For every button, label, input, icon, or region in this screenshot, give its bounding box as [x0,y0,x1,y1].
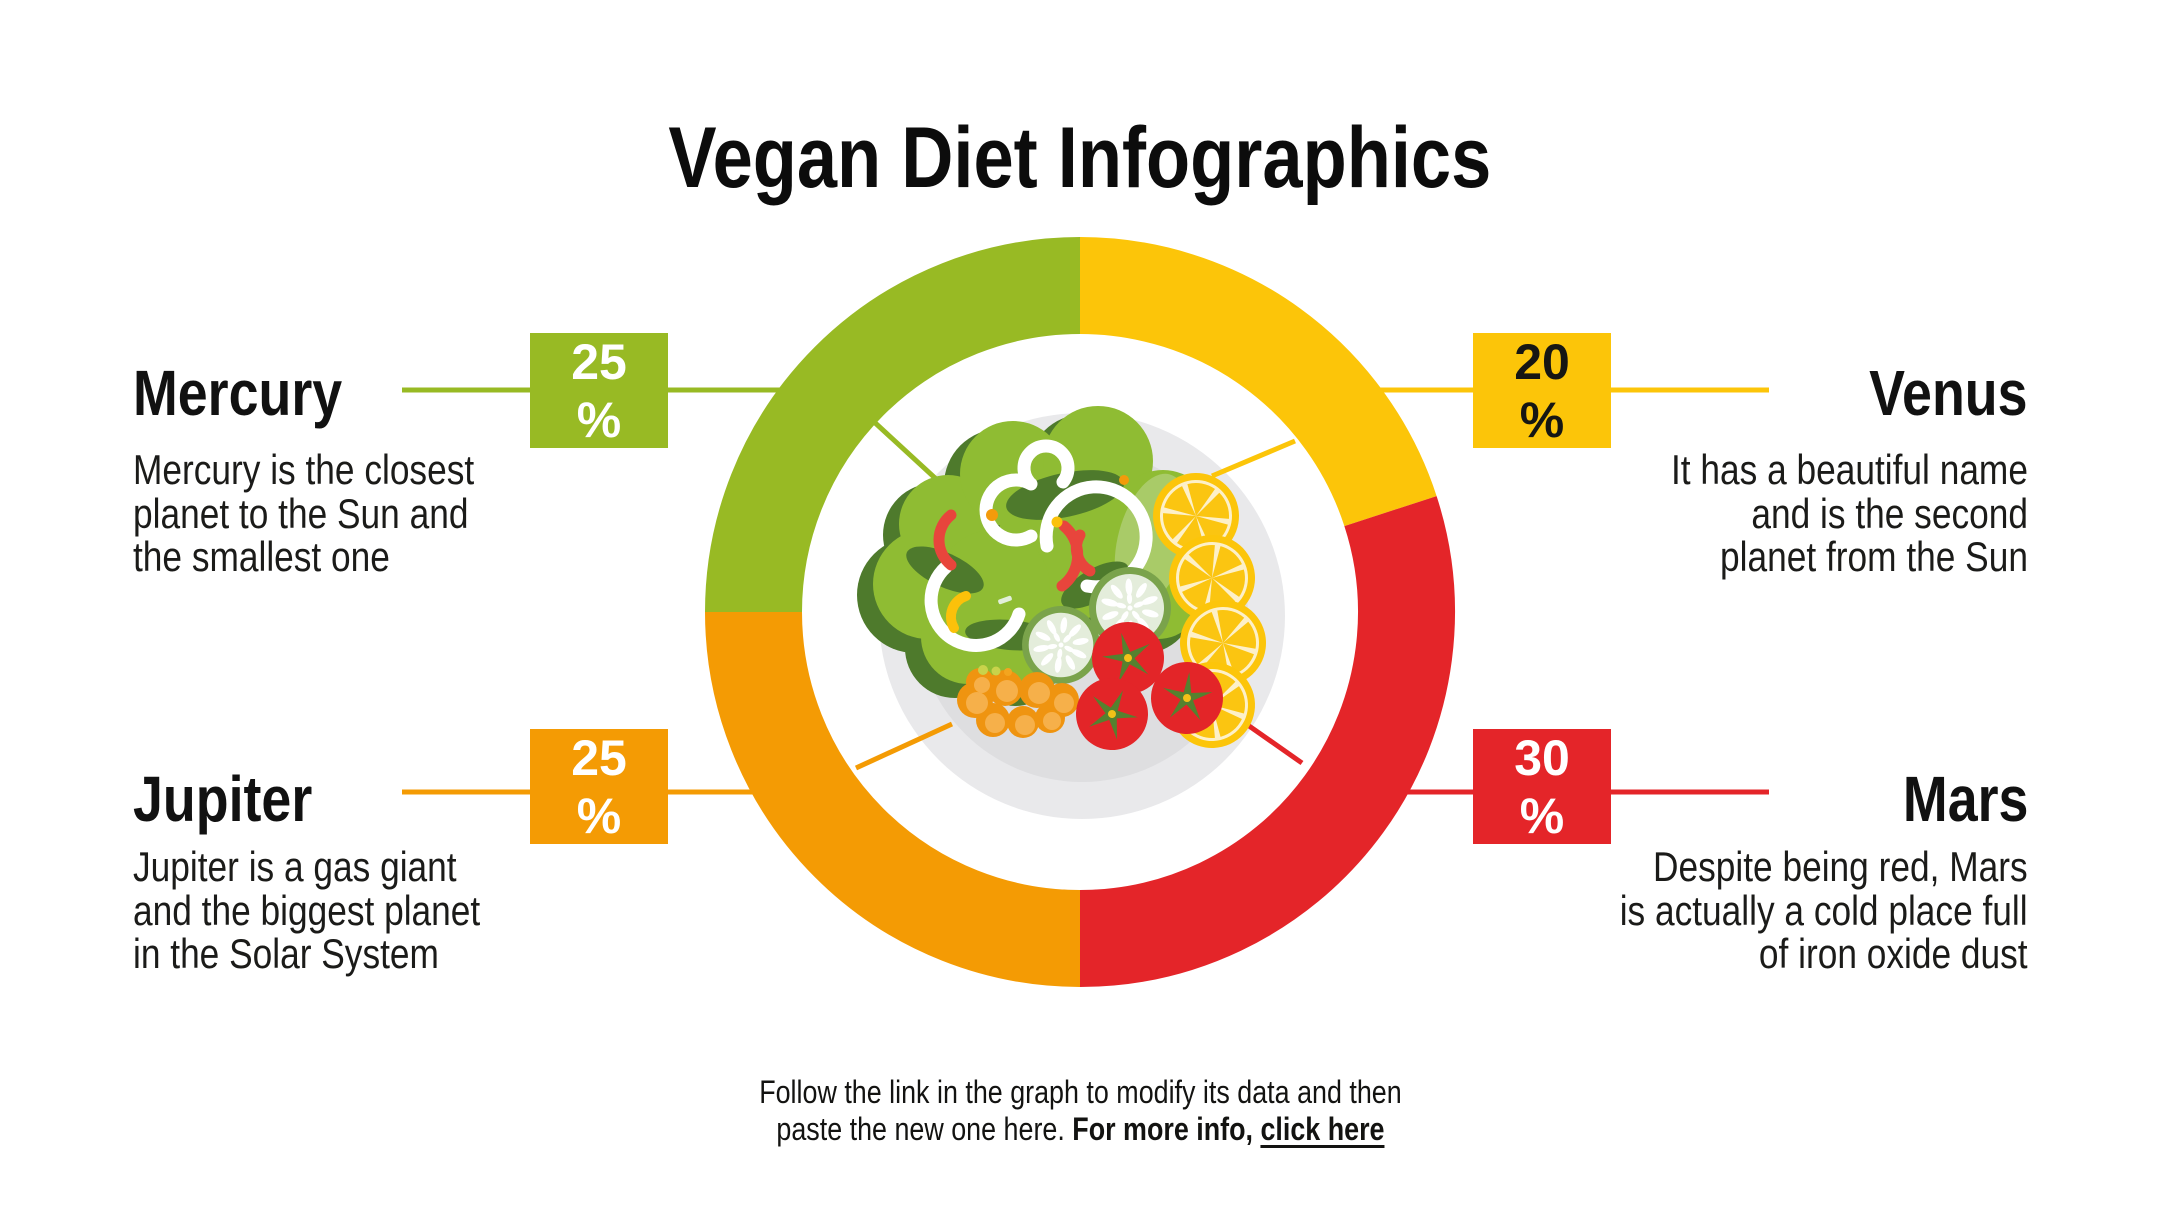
footer-click-here-link[interactable]: click here [1259,1111,1385,1147]
page-title: Vegan Diet Infographics [668,110,1492,206]
venus-description: It has a beautiful name and is the secon… [1671,446,2028,580]
venus-title: Venus [1869,357,2028,429]
donut-segment-jupiter [705,611,1081,987]
mars-heading-block: Mars [1408,764,2028,834]
donut-segment-mercury [705,237,1081,613]
donut-segment-venus [1079,237,1437,527]
mars-title: Mars [1902,763,2028,835]
venus-heading-block: Venus [1408,358,2028,428]
footer-text: Follow the link in the graph to modify i… [758,1073,1402,1148]
jupiter-description-block: Jupiter is a gas giant and the biggest p… [133,845,753,976]
mercury-percentage-badge: 25 % [530,333,668,448]
berries-icon [957,665,1079,738]
mercury-description-block: Mercury is the closest planet to the Sun… [133,448,753,579]
corn-icon [946,591,971,633]
page-title-wrap: Vegan Diet Infographics [0,110,2160,206]
mars-description: Despite being red, Mars is actually a co… [1620,843,2028,977]
jupiter-percentage-badge: 25 % [530,729,668,844]
salad-illustration [857,406,1276,762]
venus-description-block: It has a beautiful name and is the secon… [1408,448,2028,579]
mars-percentage-badge: 30 % [1473,729,1611,844]
donut-ring [705,237,1455,987]
mercury-percentage: 25 % [571,333,627,448]
venus-pointer-line [1211,438,1296,479]
mercury-title: Mercury [133,357,343,429]
jupiter-pointer-line [854,721,954,771]
mercury-description: Mercury is the closest planet to the Sun… [133,446,475,580]
mars-description-block: Despite being red, Mars is actually a co… [1408,845,2028,976]
venus-percentage-badge: 20 % [1473,333,1611,448]
jupiter-heading-block: Jupiter [133,764,753,834]
jupiter-description: Jupiter is a gas giant and the biggest p… [133,843,481,977]
venus-percentage: 20 % [1514,333,1570,448]
donut-segment-mars [1079,496,1455,987]
mercury-heading-block: Mercury [133,358,753,428]
jupiter-percentage: 25 % [571,729,627,844]
pepper-strip-icon [933,509,1096,592]
footer-bold-text: For more info, [1071,1111,1260,1147]
footer-note: Follow the link in the graph to modify i… [0,1036,2160,1149]
jupiter-title: Jupiter [133,763,313,835]
mars-percentage: 30 % [1514,729,1570,844]
